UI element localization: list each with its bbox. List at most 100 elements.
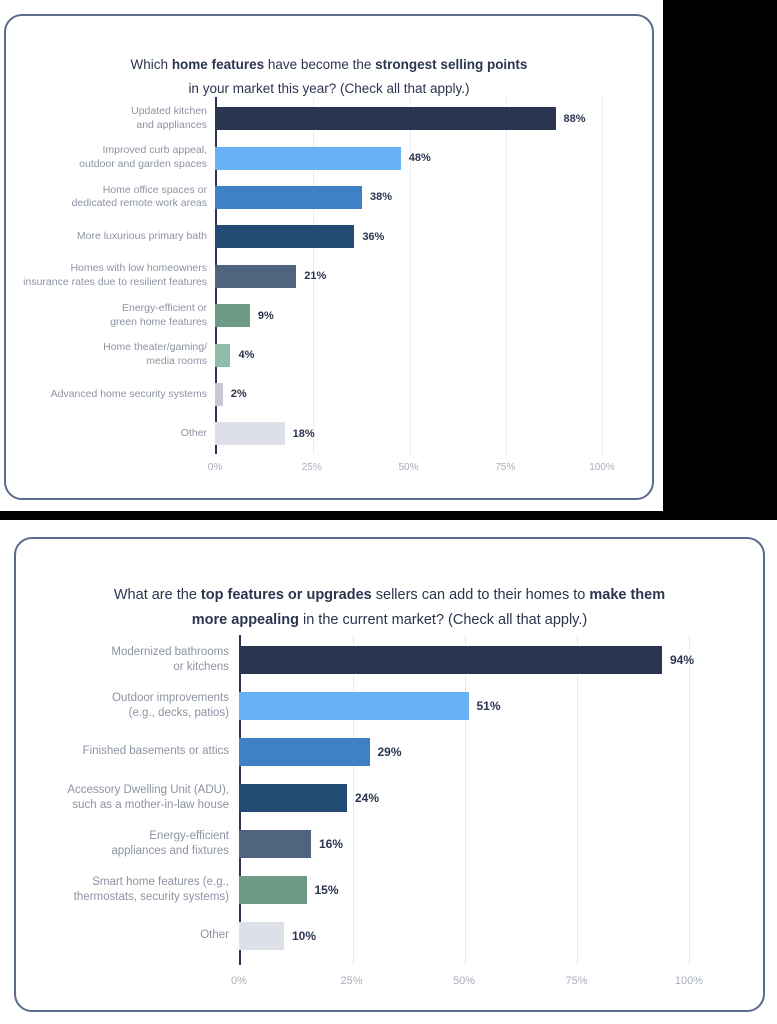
chart-title: What are the top features or upgrades se…: [40, 583, 739, 634]
bar: 29%: [239, 738, 402, 766]
category-label: Energy-efficient or green home features: [110, 301, 207, 328]
black-redaction-rect: [663, 0, 777, 512]
bar: 16%: [239, 830, 343, 858]
category-label: Modernized bathrooms or kitchens: [111, 645, 229, 673]
bar-track: 18%: [215, 414, 602, 453]
category-label: Smart home features (e.g., thermostats, …: [73, 875, 229, 903]
gridline: [465, 635, 466, 965]
category-label: Accessory Dwelling Unit (ADU), such as a…: [67, 783, 229, 811]
bar-track: 15%: [239, 867, 689, 913]
value-label: 15%: [314, 883, 339, 897]
bar-track: 2%: [215, 375, 602, 414]
title-segment: sellers can add to their homes to: [371, 587, 590, 604]
category-label: Improved curb appeal, outdoor and garden…: [79, 144, 207, 171]
bar: 38%: [215, 185, 392, 209]
bar-row: Other 18%: [14, 414, 602, 453]
bar-track: 4%: [215, 335, 602, 374]
bar-track: 29%: [239, 729, 689, 775]
x-tick-label: 100%: [674, 975, 704, 987]
bar-row: Updated kitchen and appliances 88%: [14, 99, 602, 138]
title-segment: have become the: [264, 57, 376, 73]
x-tick-label: 25%: [301, 462, 322, 473]
survey-chart-card-selling-points: Which home features have become the stro…: [4, 14, 654, 500]
bar-row: Smart home features (e.g., thermostats, …: [32, 867, 689, 913]
x-tick-label: 0%: [207, 462, 223, 473]
bar: 36%: [215, 225, 384, 249]
bar-row: Home office spaces or dedicated remote w…: [14, 178, 602, 217]
bar-row: Home theater/gaming/ media rooms 4%: [14, 335, 602, 374]
bar: 10%: [239, 922, 316, 950]
chart-title: Which home features have become the stro…: [30, 53, 628, 100]
bar-track: 88%: [215, 99, 602, 138]
value-label: 4%: [238, 349, 255, 362]
bar-track: 21%: [215, 257, 602, 296]
gridline: [689, 635, 690, 965]
gridline: [313, 97, 315, 454]
gridline: [577, 635, 578, 965]
bar-rows: Updated kitchen and appliances 88% Improve…: [14, 99, 602, 454]
x-tick-label: 0%: [231, 975, 247, 987]
x-axis: 0% 25% 50% 75% 100%: [231, 975, 703, 991]
bar: 4%: [215, 343, 254, 367]
gridline: [505, 97, 507, 454]
bar-track: 10%: [239, 913, 689, 959]
bar-row: Accessory Dwelling Unit (ADU), such as a…: [32, 775, 689, 821]
value-label: 2%: [230, 388, 247, 401]
bar: 51%: [239, 692, 501, 720]
category-label: Home theater/gaming/ media rooms: [103, 341, 207, 368]
gridline: [409, 97, 411, 454]
bar: 21%: [215, 264, 326, 288]
value-label: 94%: [670, 653, 695, 667]
bar-track: 9%: [215, 296, 602, 335]
bar: 9%: [215, 304, 274, 328]
bar: 15%: [239, 876, 339, 904]
value-label: 48%: [408, 152, 431, 165]
bar: 2%: [215, 382, 247, 406]
value-label: 16%: [319, 837, 344, 851]
value-label: 21%: [304, 270, 327, 283]
bar-row: Homes with low homeowners insurance rate…: [14, 257, 602, 296]
title-segment: in your market this year? (Check all tha…: [188, 80, 470, 96]
gridline: [353, 635, 354, 965]
title-segment: Which: [130, 57, 172, 73]
bar-track: 94%: [239, 637, 694, 683]
bar: 24%: [239, 784, 379, 812]
title-segment: home features: [171, 57, 265, 73]
value-label: 9%: [257, 309, 274, 322]
title-segment: strongest selling points: [375, 57, 528, 73]
bar-row: More luxurious primary bath 36%: [14, 217, 602, 256]
bar-track: 36%: [215, 217, 602, 256]
bar-track: 51%: [239, 683, 689, 729]
bar-track: 16%: [239, 821, 689, 867]
x-tick-label: 75%: [495, 462, 516, 473]
x-tick-label: 75%: [565, 975, 588, 987]
bar-row: Other 10%: [32, 913, 689, 959]
bar-track: 24%: [239, 775, 689, 821]
category-label: Other: [180, 426, 207, 439]
title-segment: in the current market? (Check all that a…: [298, 612, 588, 629]
bar-row: Advanced home security systems 2%: [14, 375, 602, 414]
bar-row: Modernized bathrooms or kitchens 94%: [32, 637, 694, 683]
value-label: 51%: [476, 699, 501, 713]
value-label: 88%: [563, 112, 586, 125]
value-label: 38%: [370, 191, 393, 204]
bar: 18%: [215, 422, 315, 446]
gridline: [602, 97, 603, 454]
category-label: Other: [200, 929, 229, 942]
category-label: Advanced home security systems: [50, 387, 207, 400]
bar-track: 38%: [215, 178, 602, 217]
title-segment: What are the: [113, 587, 201, 604]
title-segment: make them more appealing: [191, 587, 666, 629]
x-axis: 0% 25% 50% 75% 100%: [208, 462, 615, 478]
x-tick-label: 100%: [589, 462, 615, 473]
survey-chart-card-upgrades: What are the top features or upgrades se…: [14, 537, 765, 1012]
bar: 88%: [215, 107, 586, 131]
bar: 48%: [215, 146, 431, 170]
category-label: Homes with low homeowners insurance rate…: [23, 262, 207, 289]
black-redaction-strip: [0, 511, 777, 520]
category-label: Energy-efficient appliances and fixtures: [111, 829, 229, 857]
category-label: Home office spaces or dedicated remote w…: [71, 183, 207, 210]
bar-row: Finished basements or attics 29%: [32, 729, 689, 775]
category-label: Updated kitchen and appliances: [131, 104, 207, 131]
category-label: Finished basements or attics: [82, 745, 229, 758]
